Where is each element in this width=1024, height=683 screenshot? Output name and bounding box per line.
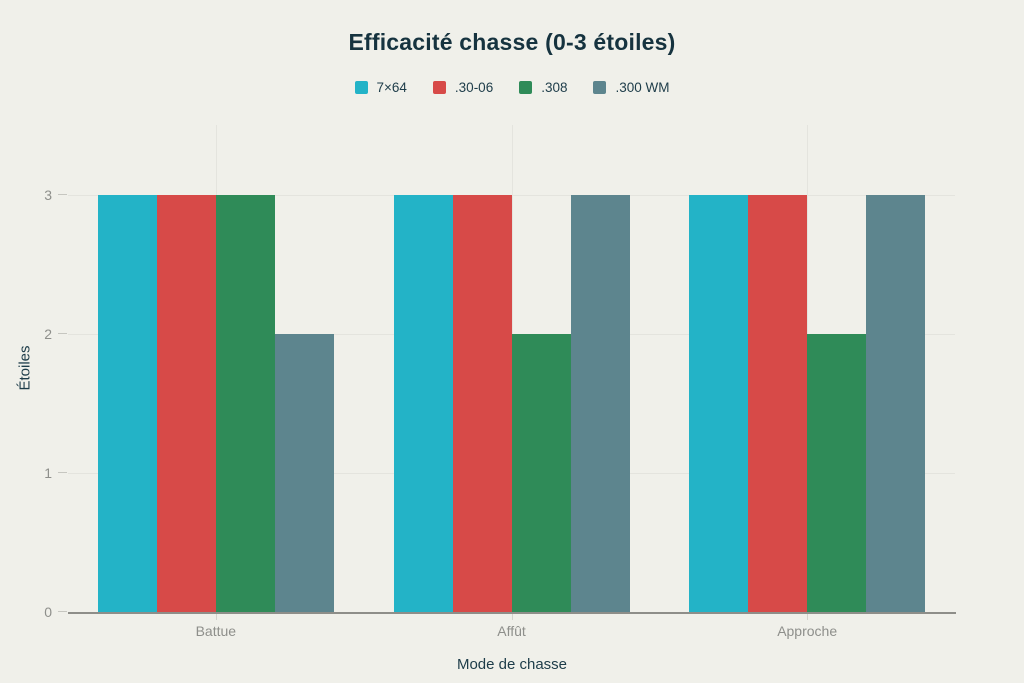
bar-.300 WM-Approche: [866, 194, 926, 612]
bar-.308-Approche: [807, 333, 867, 612]
x-tick-mark-2: [511, 614, 513, 620]
y-tick-mark-3: [58, 193, 67, 195]
x-tick-label-Battue: Battue: [195, 623, 237, 639]
y-axis-title: Étoiles: [16, 345, 34, 391]
y-tick-mark-2: [58, 332, 67, 334]
y-tick-mark-0: [58, 611, 67, 612]
bar-.30-06-Battue: [156, 194, 216, 612]
x-tick-label-Affût: Affût: [497, 623, 526, 639]
legend-item-2[interactable]: .30-06: [432, 80, 494, 95]
chart-legend: 7×64 .30-06 .308 .300 WM: [0, 80, 1024, 95]
x-axis-title: Mode de chasse: [456, 656, 568, 673]
x-tick-mark-1: [215, 614, 217, 620]
y-tick-label-2: 2: [44, 325, 52, 342]
legend-item-4[interactable]: .300 WM: [593, 80, 670, 95]
y-tick-label-1: 1: [44, 464, 52, 481]
bar-7×64-Approche: [689, 194, 749, 612]
legend-label: .300 WM: [615, 80, 670, 95]
x-tick-label-Approche: Approche: [777, 623, 838, 639]
legend-swatch-icon: [519, 81, 533, 94]
legend-label: .30-06: [454, 80, 494, 95]
legend-swatch-icon: [354, 81, 368, 94]
bar-.300 WM-Battue: [274, 333, 334, 612]
x-axis-line: [68, 612, 956, 614]
bar-7×64-Affût: [393, 194, 453, 612]
legend-item-3[interactable]: .308: [519, 80, 567, 95]
legend-swatch-icon: [432, 81, 446, 94]
y-tick-label-3: 3: [44, 186, 52, 203]
legend-label: .308: [541, 80, 568, 95]
x-tick-mark-3: [807, 614, 809, 620]
plot-area: [68, 125, 955, 612]
bar-.308-Battue: [215, 194, 275, 612]
legend-swatch-icon: [593, 81, 607, 94]
legend-item-1[interactable]: 7×64: [354, 80, 407, 95]
bar-.300 WM-Affût: [570, 194, 630, 612]
bar-.308-Affût: [511, 333, 571, 612]
bar-.30-06-Approche: [748, 194, 808, 612]
chart-title: Efficacité chasse (0-3 étoiles): [348, 29, 676, 55]
y-tick-label-0: 0: [44, 604, 52, 620]
bar-7×64-Battue: [97, 194, 157, 612]
bar-.30-06-Affût: [452, 194, 512, 612]
legend-label: 7×64: [376, 80, 407, 95]
y-tick-mark-1: [58, 471, 67, 473]
